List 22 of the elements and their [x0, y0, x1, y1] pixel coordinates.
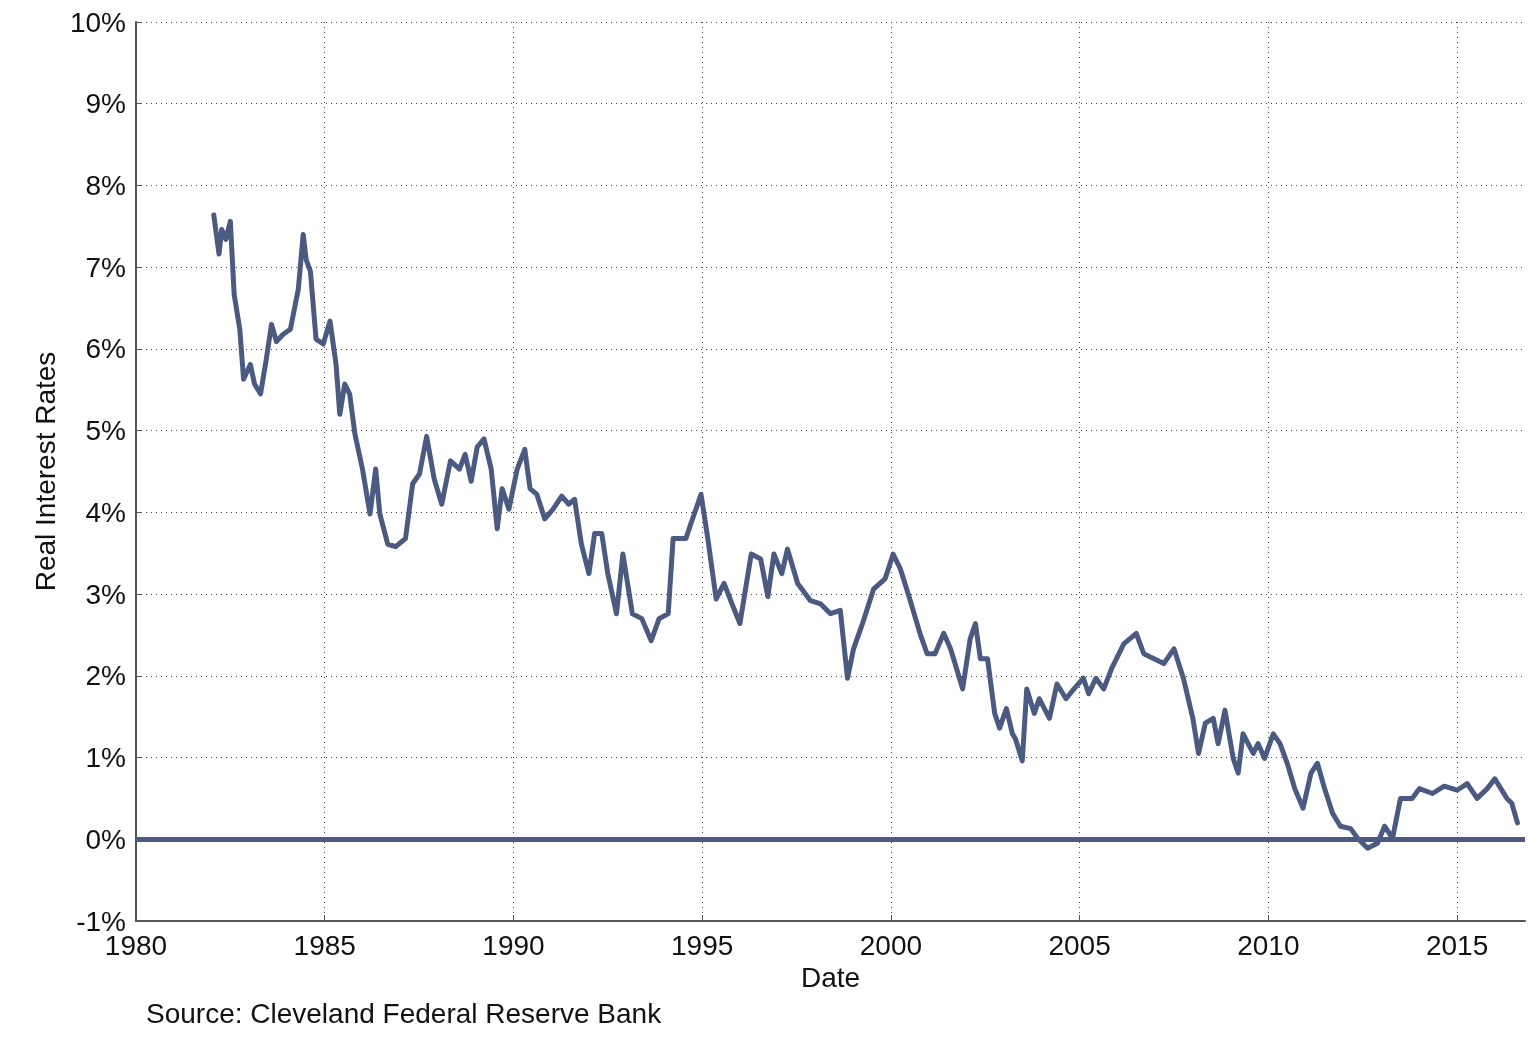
- x-tick-label: 2015: [1425, 929, 1489, 961]
- x-tick-label: 1990: [482, 929, 545, 961]
- x-tick-label: 2010: [1237, 929, 1300, 961]
- x-tick-label: 1985: [293, 929, 356, 961]
- y-tick-label: -1%: [76, 905, 126, 937]
- x-tick-label: 2000: [859, 929, 923, 961]
- y-tick-label: 3%: [85, 578, 126, 610]
- y-tick-label: 6%: [85, 333, 126, 365]
- x-tick-label: 2005: [1048, 929, 1111, 961]
- y-tick-label: 7%: [85, 251, 126, 283]
- source-note: Source: Cleveland Federal Reserve Bank: [146, 997, 663, 1029]
- y-tick-label: 5%: [85, 415, 126, 447]
- y-tick-label: 9%: [85, 88, 126, 120]
- y-tick-label: 4%: [85, 496, 126, 528]
- y-tick-label: 2%: [85, 660, 126, 692]
- x-axis-title: Date: [800, 962, 861, 994]
- x-tick-label: 1995: [671, 929, 734, 961]
- y-axis-title: Real Interest Rates: [29, 351, 61, 592]
- y-tick-label: 1%: [85, 742, 126, 774]
- y-tick-label: 10%: [69, 6, 126, 38]
- y-tick-label: 0%: [85, 823, 126, 855]
- y-tick-label: 8%: [85, 169, 126, 201]
